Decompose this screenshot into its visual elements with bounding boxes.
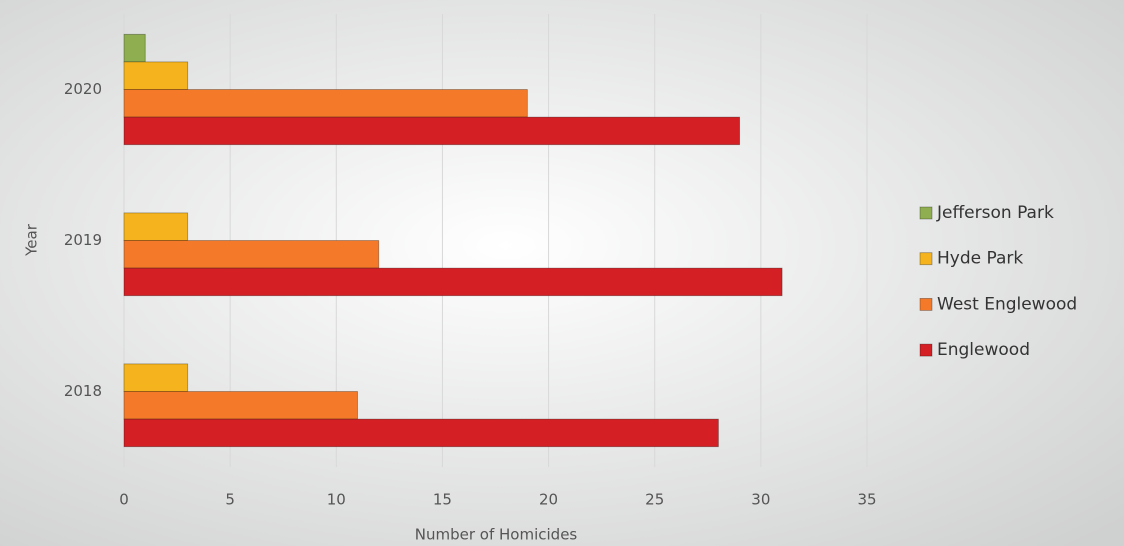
y-tick-label: 2019	[64, 231, 102, 249]
bar	[123, 391, 358, 420]
y-axis-label: Year	[23, 223, 41, 257]
legend-swatch	[919, 343, 933, 357]
legend-label: West Englewood	[937, 294, 1077, 314]
x-axis-label: Number of Homicides	[415, 526, 578, 544]
x-tick-label: 30	[751, 491, 770, 509]
bar	[123, 61, 189, 90]
legend-swatch	[919, 297, 933, 311]
legend-swatch	[919, 206, 933, 220]
y-tick-label: 2018	[64, 382, 102, 400]
legend-label: Hyde Park	[937, 249, 1023, 269]
bar	[123, 33, 146, 63]
x-tick-label: 20	[539, 491, 558, 509]
bar	[123, 418, 719, 448]
x-tick-label: 0	[119, 491, 129, 509]
legend-label: Englewood	[937, 340, 1030, 360]
bar	[123, 212, 189, 241]
x-tick-label: 5	[225, 491, 235, 509]
bar	[123, 267, 783, 297]
y-tick-label: 2020	[64, 80, 102, 98]
bar	[123, 89, 528, 118]
x-tick-label: 15	[433, 491, 452, 509]
bar	[123, 240, 380, 269]
bar	[123, 363, 189, 392]
bar	[123, 116, 741, 146]
x-tick-label: 35	[857, 491, 876, 509]
legend-swatch	[919, 252, 933, 266]
x-tick-label: 10	[327, 491, 346, 509]
legend-label: Jefferson Park	[936, 203, 1054, 223]
x-tick-label: 25	[645, 491, 664, 509]
